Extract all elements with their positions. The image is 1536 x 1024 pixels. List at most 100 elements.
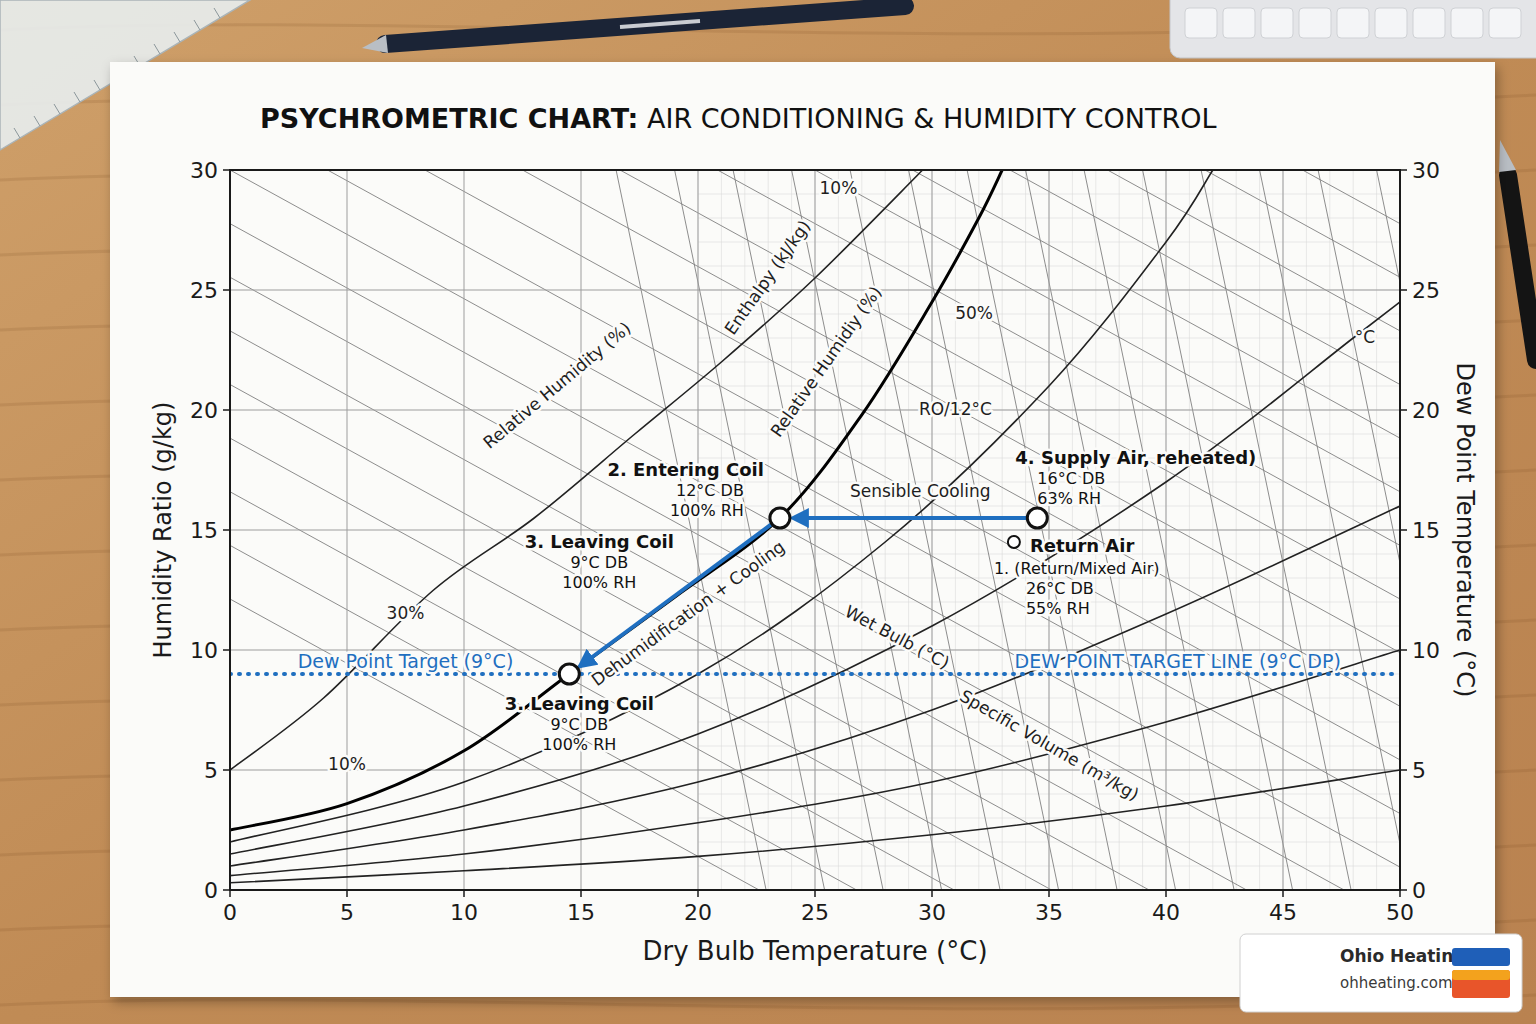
x-tick (346, 890, 348, 897)
chart-title: PSYCHROMETRIC CHART: AIR CONDITIONING & … (260, 103, 1217, 134)
y2-tick (1400, 289, 1407, 291)
ruler-tick (154, 44, 160, 54)
desk (0, 0, 1536, 1024)
rh-curve (230, 170, 1213, 842)
point-label: 1. (Return/Mixed Air) (994, 559, 1160, 578)
y-tick-label: 30 (190, 158, 218, 183)
x-tick-label: 20 (684, 900, 712, 925)
ruler-tick (94, 80, 100, 90)
plot-frame (230, 170, 1400, 890)
y2-tick-label: 25 (1412, 278, 1440, 303)
x-tick-label: 25 (801, 900, 829, 925)
pen (385, 6, 905, 44)
x-tick-label: 50 (1386, 900, 1414, 925)
y2-tick-label: 5 (1412, 758, 1426, 783)
point-label: Return Air (1030, 535, 1135, 556)
y2-tick-label: 10 (1412, 638, 1440, 663)
y2-tick-label: 15 (1412, 518, 1440, 543)
wet-bulb-line (230, 170, 1400, 890)
keyboard-key (1413, 8, 1445, 38)
annotation: 50% (955, 303, 993, 323)
y-axis-title: Humidity Ratio (g/kg) (149, 402, 177, 659)
process-arrow (793, 516, 1027, 520)
annotation: °C (1355, 327, 1375, 347)
ruler-tick (14, 128, 20, 138)
grid-line (230, 770, 1400, 771)
x-tick (1048, 890, 1050, 897)
brand-logo (1452, 970, 1510, 980)
x-tick (229, 890, 231, 897)
rh-curve (230, 506, 1400, 866)
x-tick (1282, 890, 1284, 897)
grid-line (230, 530, 1400, 531)
point-label: 100% RH (562, 573, 636, 592)
keyboard-key (1223, 8, 1255, 38)
point-label: 3. Leaving Coil (505, 693, 654, 714)
y2-tick-label: 0 (1412, 878, 1426, 903)
dew-point-target-line (230, 672, 1400, 676)
annotation: 30% (387, 603, 425, 623)
annotation: Wet Bulb (°C) (842, 601, 953, 673)
ruler-tick (54, 104, 60, 114)
keyboard-key (1337, 8, 1369, 38)
x-tick (580, 890, 582, 897)
ruler-tick (174, 32, 180, 42)
pen-clip (620, 21, 700, 27)
x-tick-label: 0 (223, 900, 237, 925)
y-tick (223, 769, 230, 771)
x-tick-label: 5 (340, 900, 354, 925)
x-tick (1165, 890, 1167, 897)
state-point (559, 664, 579, 684)
brand-logo (1452, 948, 1510, 966)
point-label: 9°C DB (550, 715, 608, 734)
pen-tip (1499, 140, 1516, 172)
pen-tip (362, 35, 388, 53)
x-tick-label: 15 (567, 900, 595, 925)
y-tick (223, 889, 230, 891)
state-point (770, 508, 790, 528)
x-tick-label: 10 (450, 900, 478, 925)
rh-curve (230, 170, 923, 770)
y-tick-label: 20 (190, 398, 218, 423)
state-point (1027, 508, 1047, 528)
point-label: 100% RH (542, 735, 616, 754)
y-tick (223, 289, 230, 291)
y2-tick (1400, 649, 1407, 651)
rh-curve (230, 170, 1002, 830)
y2-tick (1400, 409, 1407, 411)
ruler-tick (74, 92, 80, 102)
ruler-tick (34, 116, 40, 126)
point-label: 3. Leaving Coil (525, 531, 674, 552)
annotation: 10% (820, 178, 858, 198)
y-tick-label: 0 (204, 878, 218, 903)
keyboard-key (1451, 8, 1483, 38)
annotation: Relative Humidiy (%) (766, 282, 885, 440)
y2-tick (1400, 889, 1407, 891)
x-tick-label: 30 (918, 900, 946, 925)
plot-area (230, 170, 1400, 890)
wet-bulb-line (230, 170, 1400, 890)
y-tick-label: 15 (190, 518, 218, 543)
annotation: RO/12°C (919, 399, 992, 419)
grid-line (230, 410, 1400, 411)
y2-tick-label: 20 (1412, 398, 1440, 423)
x-tick (697, 890, 699, 897)
y-tick-label: 25 (190, 278, 218, 303)
point-label: 4. Supply Air, reheated) (1015, 447, 1256, 468)
brand-name: Ohio Heating (1340, 946, 1465, 966)
brand-logo (1452, 970, 1510, 998)
point-label: 2. Entering Coil (607, 459, 763, 480)
point-label: 63% RH (1037, 489, 1101, 508)
y-tick (223, 529, 230, 531)
keyboard-key (1299, 8, 1331, 38)
rh-curve (230, 650, 1400, 876)
title-part: AIR CONDITIONING & HUMIDITY CONTROL (638, 103, 1216, 134)
point-label: 9°C DB (570, 553, 628, 572)
scene: PSYCHROMETRIC CHART: AIR CONDITIONING & … (0, 0, 1536, 1024)
paper (110, 62, 1495, 997)
y2-tick (1400, 769, 1407, 771)
ruler-tick (214, 8, 220, 18)
x-tick-label: 45 (1269, 900, 1297, 925)
annotation: Specific Volume (m³/kg) (957, 686, 1143, 805)
brand-box (1240, 934, 1522, 1012)
